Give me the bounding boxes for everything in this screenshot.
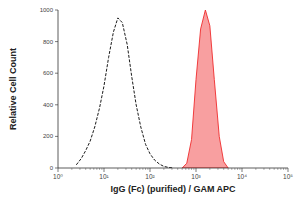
plot-area <box>76 10 228 168</box>
y-tick <box>55 73 58 74</box>
y-tick-label: 600 <box>43 70 54 76</box>
histogram-area <box>182 10 228 168</box>
x-axis <box>58 168 288 169</box>
chart: 0 200 400 600 800 1000 10⁰ 10¹ 10² 10³ 10⁴ 10⁵ IgG (… <box>0 0 300 200</box>
x-tick-label: 10² <box>145 173 155 180</box>
y-axis-label: Relative Cell Count <box>8 48 18 130</box>
x-tick <box>150 168 151 172</box>
x-tick <box>104 168 105 172</box>
x-tick <box>242 168 243 172</box>
y-tick <box>55 104 58 105</box>
x-tick-label: 10⁵ <box>283 173 293 180</box>
y-tick-label: 400 <box>43 102 54 108</box>
y-tick <box>55 41 58 42</box>
x-axis-label: IgG (Fc) (purified) / GAM APC <box>110 184 236 194</box>
y-tick-label: 0 <box>50 165 54 171</box>
x-tick <box>58 168 59 172</box>
y-axis <box>58 10 59 168</box>
y-tick-label: 200 <box>43 133 54 139</box>
x-tick <box>196 168 197 172</box>
x-tick <box>288 168 289 172</box>
y-tick-label: 800 <box>43 39 54 45</box>
y-tick <box>55 136 58 137</box>
histogram-line <box>76 18 173 168</box>
x-tick-label: 10⁰ <box>53 173 63 180</box>
y-tick <box>55 168 58 169</box>
y-tick-label: 1000 <box>40 7 54 13</box>
x-tick-label: 10³ <box>191 173 201 180</box>
y-tick <box>55 10 58 11</box>
x-tick-label: 10⁴ <box>237 173 247 180</box>
x-tick-label: 10¹ <box>99 173 109 180</box>
